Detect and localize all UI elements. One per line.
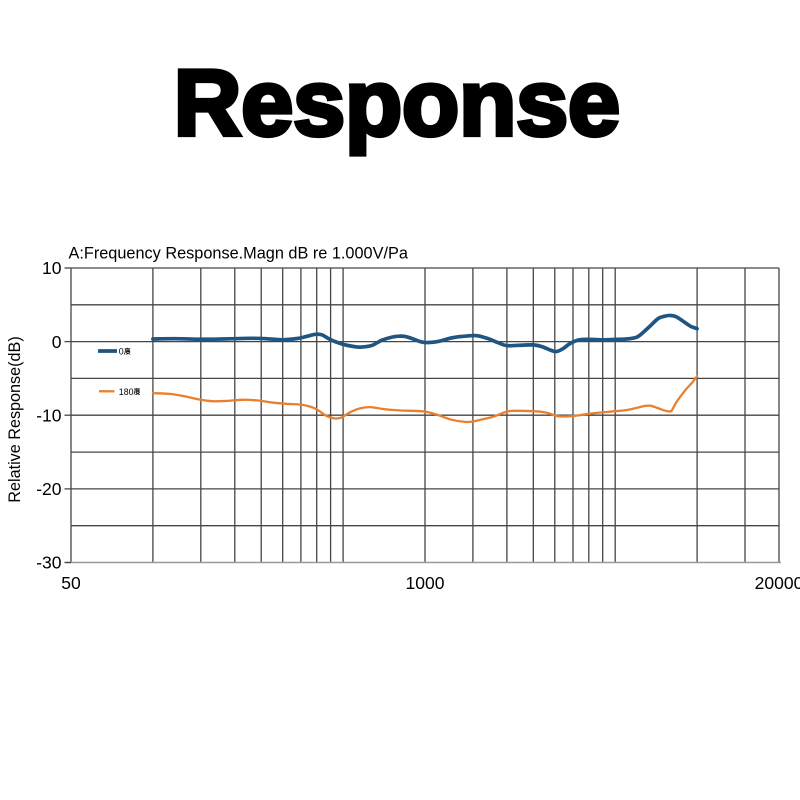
svg-text:50: 50 [61, 573, 81, 593]
svg-text:10: 10 [42, 258, 62, 278]
svg-text:20000: 20000 [755, 573, 800, 593]
svg-text:0: 0 [119, 347, 124, 357]
svg-text:180: 180 [119, 387, 134, 397]
svg-text:1000: 1000 [406, 573, 445, 593]
svg-text:Relative Response(dB): Relative Response(dB) [6, 336, 24, 502]
svg-text:0: 0 [52, 332, 62, 352]
svg-text:-30: -30 [36, 553, 62, 573]
svg-text:-10: -10 [36, 405, 62, 425]
svg-text:-20: -20 [36, 479, 62, 499]
svg-text:A:Frequency Response.Magn dB r: A:Frequency Response.Magn dB re 1.000V/P… [69, 245, 409, 263]
